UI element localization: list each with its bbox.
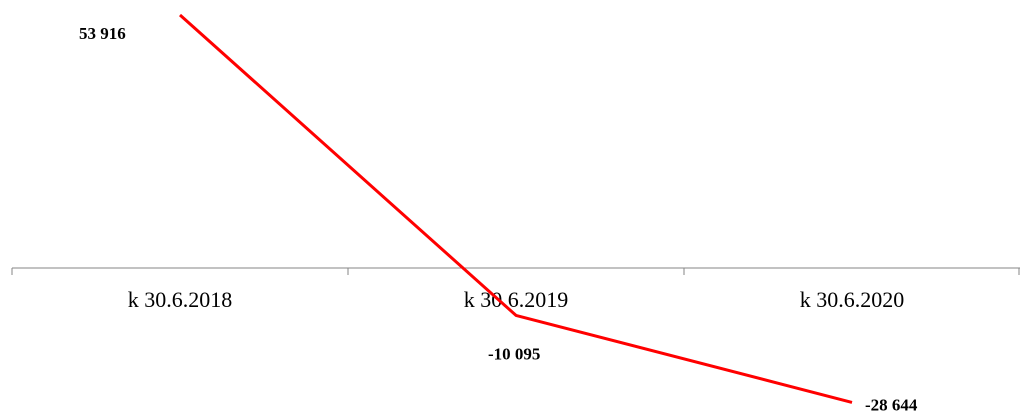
series-line xyxy=(179,13,853,404)
x-axis-tick-labels: k 30.6.2018 k 30.6.2019 k 30.6.2020 xyxy=(128,287,905,312)
data-label: -10 095 xyxy=(488,344,540,363)
data-labels: 53 916 -10 095 -28 644 xyxy=(79,24,918,414)
x-tick-label: k 30.6.2020 xyxy=(800,287,905,312)
x-tick-label: k 30.6.2019 xyxy=(464,287,569,312)
x-axis-ticks xyxy=(11,268,1020,275)
x-tick-label: k 30.6.2018 xyxy=(128,287,233,312)
data-label: -28 644 xyxy=(865,395,918,414)
data-label: 53 916 xyxy=(79,24,126,43)
